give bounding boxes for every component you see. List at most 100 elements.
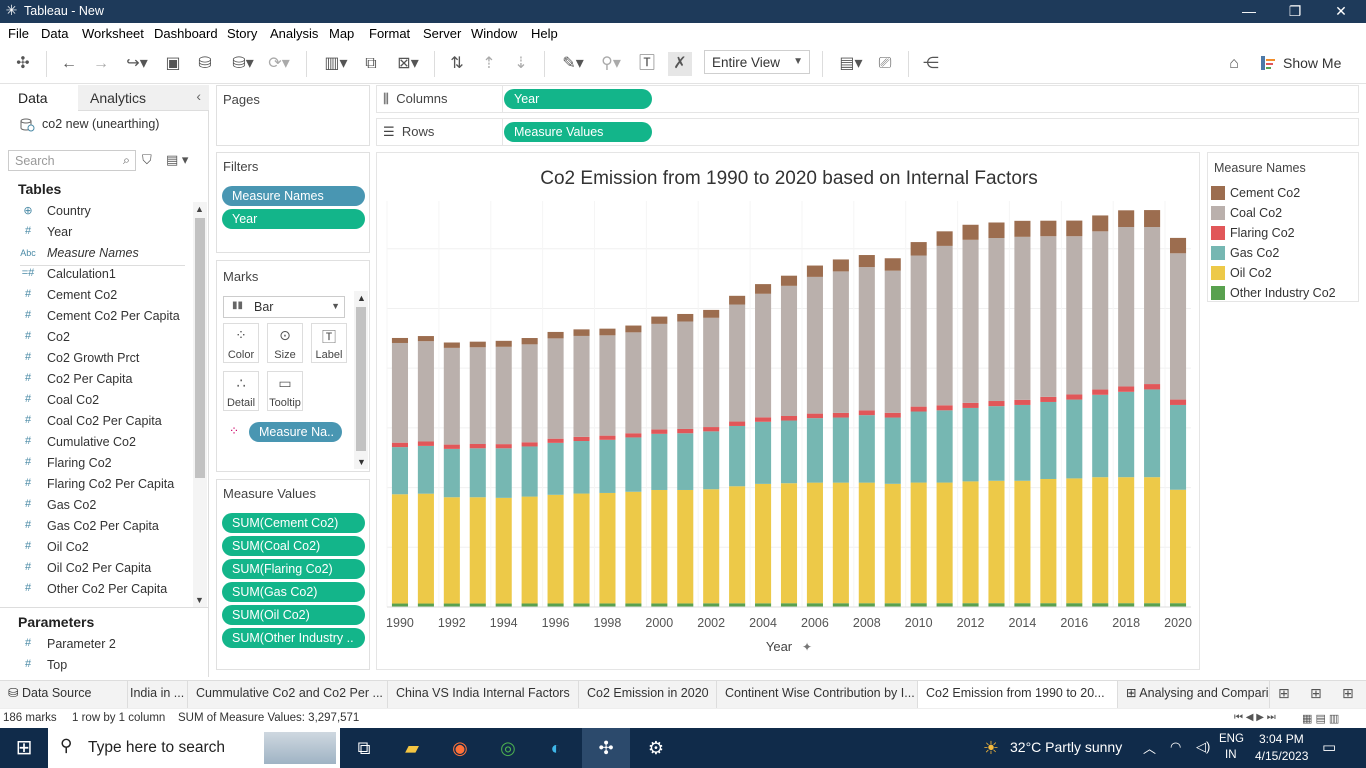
new-worksheet-icon[interactable]: ▥▾ [324, 55, 348, 72]
bar-segment[interactable] [521, 603, 538, 607]
bar-segment[interactable] [962, 239, 979, 403]
color-button[interactable]: ⁘ Color [223, 323, 259, 363]
windows-start-icon[interactable]: ⊞ [15, 737, 33, 759]
size-button[interactable]: ⊙ Size [267, 323, 303, 363]
parameter-item[interactable]: # Top [20, 656, 190, 676]
bar-segment[interactable] [677, 428, 694, 434]
tab-data[interactable]: Data [0, 85, 78, 111]
bar-segment[interactable] [806, 603, 823, 607]
tab-analysing-and-comparing[interactable]: ⊞ Analysing and Compari... [1118, 681, 1270, 708]
legend-item[interactable]: Oil Co2 [1211, 263, 1357, 283]
measure-value-pill[interactable]: SUM(Gas Co2) [222, 582, 365, 602]
bar-segment[interactable] [443, 603, 460, 607]
bar-segment[interactable] [443, 497, 460, 604]
measure-value-pill[interactable]: SUM(Oil Co2) [222, 605, 365, 625]
bar-segment[interactable] [1040, 236, 1057, 397]
bar-segment[interactable] [625, 491, 642, 604]
bar-segment[interactable] [936, 245, 953, 406]
bar-segment[interactable] [1014, 404, 1031, 481]
share-icon[interactable]: ⋲ [923, 55, 939, 72]
bar-segment[interactable] [858, 410, 875, 416]
bar-segment[interactable] [910, 255, 927, 407]
bar-segment[interactable] [573, 329, 590, 336]
tableau-taskbar-icon[interactable]: ✣ [582, 728, 630, 768]
field-item[interactable]: # Co2 Per Capita [20, 370, 190, 390]
scroll-up-icon[interactable]: ▲ [195, 204, 204, 214]
bar-segment[interactable] [521, 496, 538, 604]
bar-segment[interactable] [1014, 220, 1031, 237]
bar-segment[interactable] [962, 224, 979, 240]
field-item[interactable]: # Coal Co2 [20, 391, 190, 411]
bar-segment[interactable] [547, 442, 564, 495]
bar-segment[interactable] [547, 331, 564, 339]
edge-icon[interactable]: ◐ [550, 738, 562, 758]
bar-segment[interactable] [832, 482, 849, 604]
bar-segment[interactable] [1040, 396, 1057, 402]
bar-segment[interactable] [780, 603, 798, 607]
bar-segment[interactable] [780, 416, 798, 421]
bar-segment[interactable] [1118, 391, 1135, 478]
bar-segment[interactable] [573, 436, 590, 442]
tab-analytics[interactable]: Analytics ‹ [78, 85, 209, 111]
bar-segment[interactable] [806, 413, 823, 419]
bar-segment[interactable] [780, 483, 798, 604]
bar-segment[interactable] [443, 342, 460, 348]
filter-pill-year[interactable]: Year [222, 209, 365, 229]
bar-segment[interactable] [651, 433, 668, 490]
bar-segment[interactable] [884, 412, 901, 418]
bar-segment[interactable] [1092, 389, 1109, 395]
bar-segment[interactable] [1144, 227, 1161, 385]
pages-card[interactable]: Pages [216, 85, 370, 146]
bar-segment[interactable] [599, 328, 616, 336]
bar-segment[interactable] [1118, 477, 1135, 604]
bar-segment[interactable] [417, 603, 434, 607]
field-item[interactable]: # Co2 [20, 328, 190, 348]
marks-color-pill[interactable]: Measure Na.. [249, 422, 342, 442]
bar-segment[interactable] [1066, 220, 1083, 237]
bar-segment[interactable] [391, 494, 409, 604]
refresh-icon[interactable]: ⟳▾ [268, 55, 290, 72]
undo-icon[interactable]: ← [61, 55, 77, 72]
bar-segment[interactable] [988, 603, 1005, 607]
menu-story[interactable]: Story [227, 26, 258, 41]
field-item[interactable]: # Flaring Co2 [20, 454, 190, 474]
field-search-input[interactable]: Search ⌕ [8, 150, 136, 171]
bar-segment[interactable] [703, 427, 720, 432]
menu-format[interactable]: Format [369, 26, 411, 41]
measure-value-pill[interactable]: SUM(Coal Co2) [222, 536, 365, 556]
measure-value-pill[interactable]: SUM(Cement Co2) [222, 513, 365, 533]
bar-segment[interactable] [521, 338, 538, 345]
bar-segment[interactable] [547, 438, 564, 443]
bar-segment[interactable] [755, 421, 772, 484]
clear-sheet-icon[interactable]: ⊠▾ [397, 55, 419, 72]
bar-segment[interactable] [1066, 394, 1083, 400]
bar-segment[interactable] [469, 444, 486, 449]
task-view-icon[interactable]: ⧉ [357, 738, 371, 758]
bar-segment[interactable] [755, 293, 772, 418]
bar-segment[interactable] [858, 415, 875, 483]
bar-segment[interactable] [1144, 384, 1161, 390]
mark-type-dropdown[interactable]: ▮▮ Bar ▼ [223, 296, 345, 318]
bar-segment[interactable] [780, 275, 798, 286]
field-item[interactable]: # Flaring Co2 Per Capita [20, 475, 190, 495]
bar-segment[interactable] [599, 439, 616, 493]
menu-window[interactable]: Window [471, 26, 518, 41]
bar-segment[interactable] [703, 431, 720, 490]
bar-segment[interactable] [625, 437, 642, 492]
bar-segment[interactable] [1040, 220, 1057, 237]
bar-segment[interactable] [1118, 386, 1135, 392]
field-item[interactable]: # Oil Co2 [20, 538, 190, 558]
bar-segment[interactable] [1092, 231, 1109, 390]
tab-china-vs-india[interactable]: China VS India Internal Factors [388, 681, 579, 708]
bar-segment[interactable] [832, 603, 849, 607]
bar-segment[interactable] [962, 603, 979, 607]
redo-icon[interactable]: → [93, 55, 109, 72]
sheet-view-icons[interactable]: ▦ ▤ ▥ [1302, 713, 1340, 725]
bar-segment[interactable] [651, 323, 668, 430]
bar-segment[interactable] [495, 603, 512, 607]
bar-segment[interactable] [1066, 478, 1083, 604]
bar-segment[interactable] [729, 295, 746, 305]
fix-axes-icon[interactable]: ✗ [668, 52, 692, 76]
bar-segment[interactable] [573, 441, 590, 494]
language-primary[interactable]: ENG [1219, 733, 1244, 745]
